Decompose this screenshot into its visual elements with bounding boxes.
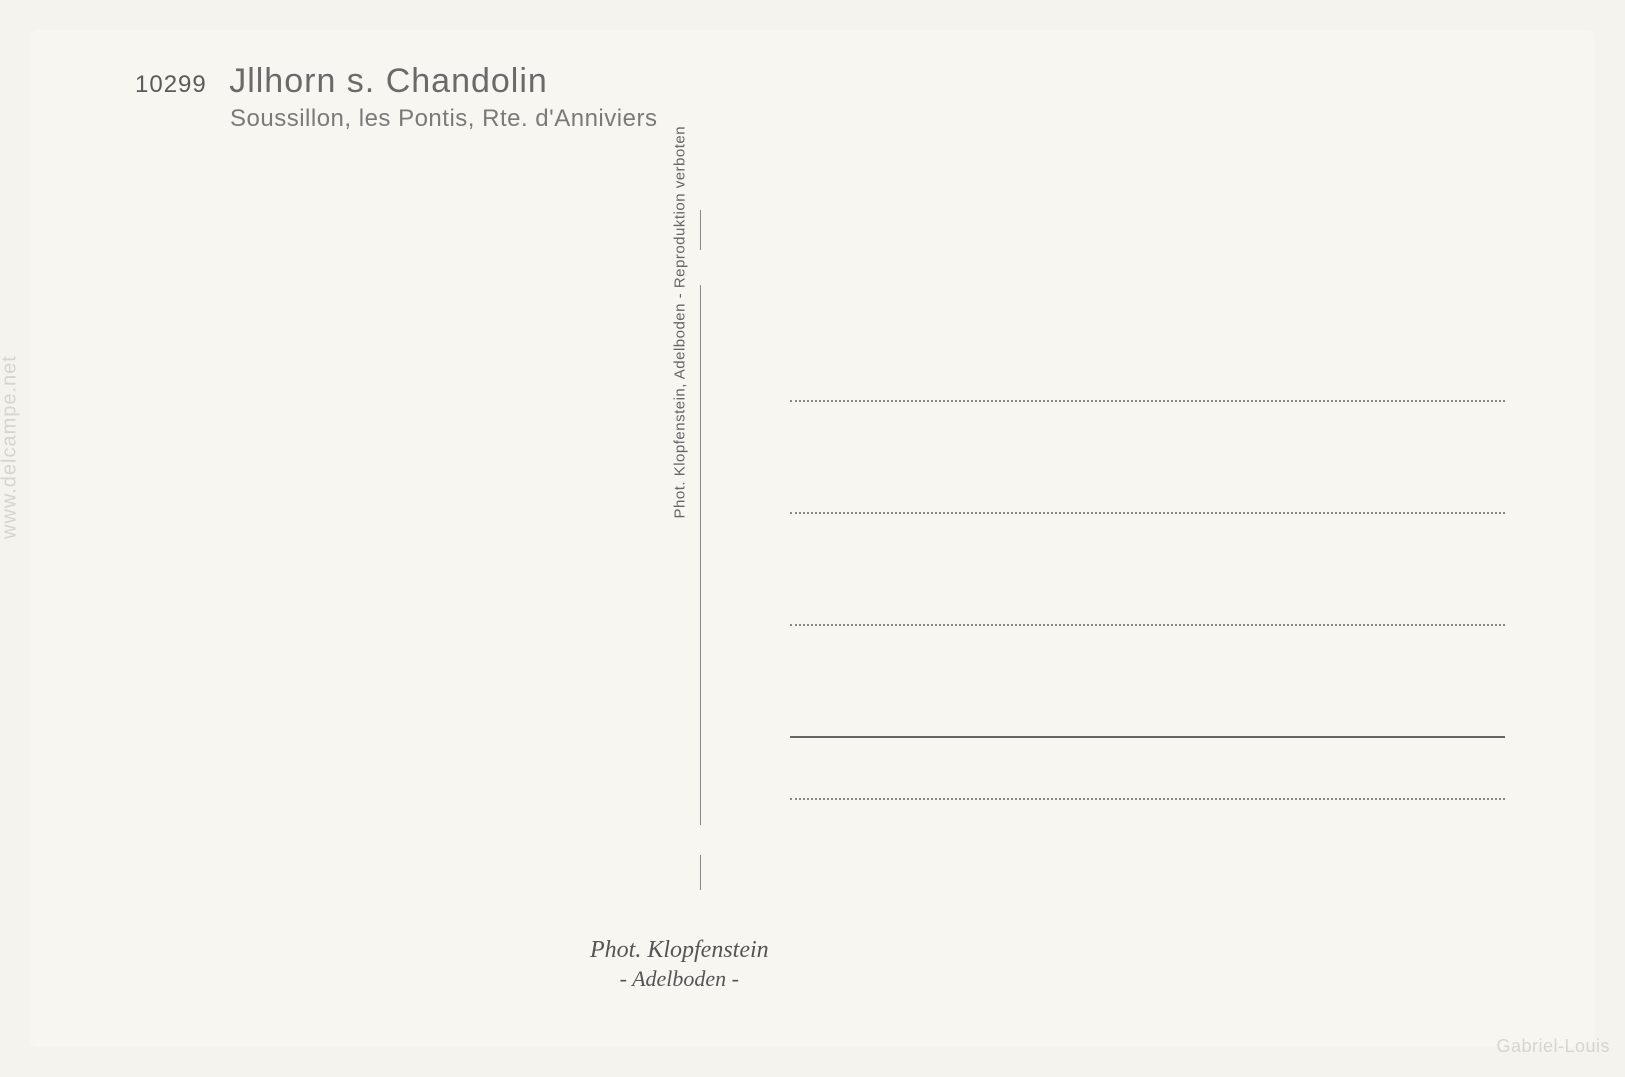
divider-segment-bottom [700,855,701,890]
catalog-number: 10299 [135,71,207,99]
address-area [790,400,1505,800]
address-line-4 [790,798,1505,800]
address-line-1 [790,400,1505,402]
center-divider [700,210,701,890]
title-row: 10299 Jllhorn s. Chandolin [135,62,657,101]
header-block: 10299 Jllhorn s. Chandolin Soussillon, l… [135,62,657,133]
postcard-subtitle: Soussillon, les Pontis, Rte. d'Anniviers [230,105,657,133]
watermark-seller: Gabriel-Louis [1496,1036,1610,1057]
postcard-back: 10299 Jllhorn s. Chandolin Soussillon, l… [30,30,1595,1047]
publisher-credit: Phot. Klopfenstein, Adelboden - Reproduk… [672,126,689,519]
postcard-title: Jllhorn s. Chandolin [229,62,548,101]
address-line-2 [790,512,1505,514]
address-line-solid [790,736,1505,738]
signature-name: Phot. Klopfenstein [590,937,769,964]
address-line-3 [790,624,1505,626]
signature-block: Phot. Klopfenstein - Adelboden - [590,937,769,992]
signature-location: - Adelboden - [590,966,769,992]
watermark-source: www.delcampe.net [0,355,22,539]
divider-segment-main [700,285,701,825]
divider-segment-top [700,210,701,250]
